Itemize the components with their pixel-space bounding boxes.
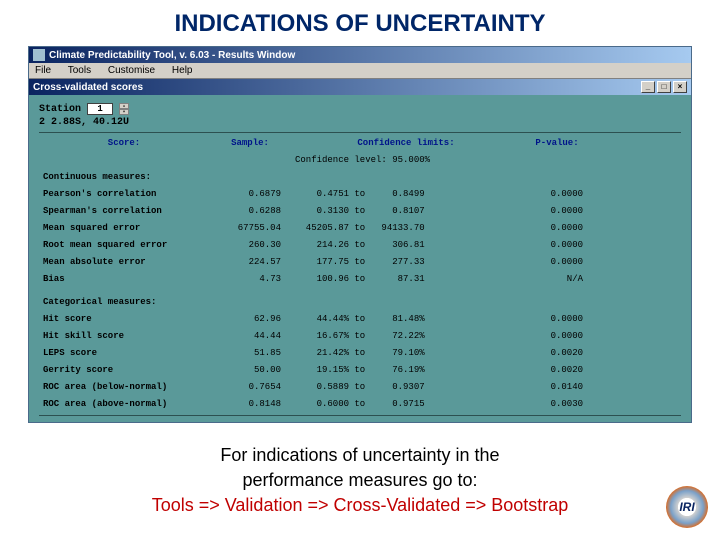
p-value: 0.0000 bbox=[527, 254, 587, 271]
iri-logo: IRI bbox=[666, 486, 708, 528]
sample-value: 51.85 bbox=[215, 345, 285, 362]
main-titlebar: Climate Predictability Tool, v. 6.03 - R… bbox=[29, 47, 691, 63]
minimize-button[interactable]: _ bbox=[641, 81, 655, 93]
header-pvalue: P-value: bbox=[527, 135, 587, 152]
confidence-interval: 19.15% to 76.19% bbox=[291, 362, 521, 379]
p-value: 0.0000 bbox=[527, 311, 587, 328]
station-label: Station bbox=[39, 104, 81, 115]
measure-label: Hit skill score bbox=[39, 328, 209, 345]
measure-label: Gerrity score bbox=[39, 362, 209, 379]
measure-label: Mean absolute error bbox=[39, 254, 209, 271]
station-input[interactable]: 1 bbox=[87, 103, 113, 115]
sample-value: 50.00 bbox=[215, 362, 285, 379]
menubar: File Tools Customise Help bbox=[29, 63, 691, 79]
confidence-interval: 177.75 to 277.33 bbox=[291, 254, 521, 271]
app-window: Climate Predictability Tool, v. 6.03 - R… bbox=[28, 46, 692, 423]
station-row: Station 1 ▴ ▾ bbox=[39, 101, 681, 117]
menu-help[interactable]: Help bbox=[172, 65, 193, 76]
measure-label: ROC area (below-normal) bbox=[39, 379, 209, 396]
sample-value: 67755.04 bbox=[215, 220, 285, 237]
sub-title-text: Cross-validated scores bbox=[33, 82, 143, 93]
measure-label: Mean squared error bbox=[39, 220, 209, 237]
confidence-level: Confidence level: 95.000% bbox=[291, 152, 521, 169]
footer-nav-path: Tools => Validation => Cross-Validated =… bbox=[60, 493, 660, 518]
confidence-interval: 44.44% to 81.48% bbox=[291, 311, 521, 328]
spacer bbox=[527, 152, 587, 169]
footer-line1: For indications of uncertainty in the bbox=[60, 443, 660, 468]
p-value: 0.0000 bbox=[527, 220, 587, 237]
sub-titlebar: Cross-validated scores _ □ × bbox=[29, 79, 691, 95]
station-spinner[interactable]: ▴ ▾ bbox=[119, 103, 129, 115]
confidence-interval: 0.4751 to 0.8499 bbox=[291, 186, 521, 203]
confidence-interval: 45205.87 to 94133.70 bbox=[291, 220, 521, 237]
sample-value: 224.57 bbox=[215, 254, 285, 271]
confidence-interval: 214.26 to 306.81 bbox=[291, 237, 521, 254]
footer-text: For indications of uncertainty in the pe… bbox=[0, 423, 720, 519]
p-value: N/A bbox=[527, 271, 587, 288]
divider-bottom bbox=[39, 415, 681, 416]
slide-title: INDICATIONS OF UNCERTAINTY bbox=[0, 0, 720, 46]
group-title: Categorical measures: bbox=[39, 294, 587, 311]
measure-label: Hit score bbox=[39, 311, 209, 328]
main-title-text: Climate Predictability Tool, v. 6.03 - R… bbox=[49, 50, 295, 61]
confidence-level-label: Confidence level: bbox=[295, 155, 387, 165]
maximize-button[interactable]: □ bbox=[657, 81, 671, 93]
confidence-interval: 0.6000 to 0.9715 bbox=[291, 396, 521, 413]
confidence-interval: 0.3130 to 0.8107 bbox=[291, 203, 521, 220]
p-value: 0.0000 bbox=[527, 328, 587, 345]
p-value: 0.0000 bbox=[527, 237, 587, 254]
sample-value: 62.96 bbox=[215, 311, 285, 328]
p-value: 0.0140 bbox=[527, 379, 587, 396]
confidence-interval: 100.96 to 87.31 bbox=[291, 271, 521, 288]
p-value: 0.0020 bbox=[527, 345, 587, 362]
measure-label: Root mean squared error bbox=[39, 237, 209, 254]
measure-label: Spearman's correlation bbox=[39, 203, 209, 220]
measure-label: LEPS score bbox=[39, 345, 209, 362]
spacer bbox=[39, 152, 285, 169]
p-value: 0.0020 bbox=[527, 362, 587, 379]
header-score: Score: bbox=[39, 135, 209, 152]
window-controls: _ □ × bbox=[641, 81, 687, 93]
content-area: Station 1 ▴ ▾ 2 2.88S, 40.12U Score: Sam… bbox=[29, 95, 691, 422]
p-value: 0.0000 bbox=[527, 186, 587, 203]
close-button[interactable]: × bbox=[673, 81, 687, 93]
menu-file[interactable]: File bbox=[35, 65, 51, 76]
header-sample: Sample: bbox=[215, 135, 285, 152]
sample-value: 0.7654 bbox=[215, 379, 285, 396]
menu-customise[interactable]: Customise bbox=[108, 65, 155, 76]
p-value: 0.0030 bbox=[527, 396, 587, 413]
confidence-interval: 16.67% to 72.22% bbox=[291, 328, 521, 345]
divider bbox=[39, 132, 681, 133]
measure-label: Bias bbox=[39, 271, 209, 288]
data-grid: Score: Sample: Confidence limits: P-valu… bbox=[39, 135, 681, 413]
footer-line2: performance measures go to: bbox=[60, 468, 660, 493]
group-title: Continuous measures: bbox=[39, 169, 587, 186]
sample-value: 0.6288 bbox=[215, 203, 285, 220]
spinner-down-icon[interactable]: ▾ bbox=[119, 109, 129, 115]
header-confidence: Confidence limits: bbox=[291, 135, 521, 152]
confidence-interval: 0.5889 to 0.9307 bbox=[291, 379, 521, 396]
sample-value: 260.30 bbox=[215, 237, 285, 254]
measure-label: Pearson's correlation bbox=[39, 186, 209, 203]
sample-value: 44.44 bbox=[215, 328, 285, 345]
station-coords: 2 2.88S, 40.12U bbox=[39, 117, 681, 130]
measure-label: ROC area (above-normal) bbox=[39, 396, 209, 413]
confidence-interval: 21.42% to 79.10% bbox=[291, 345, 521, 362]
sample-value: 0.8148 bbox=[215, 396, 285, 413]
p-value: 0.0000 bbox=[527, 203, 587, 220]
menu-tools[interactable]: Tools bbox=[68, 65, 91, 76]
app-icon bbox=[33, 49, 45, 61]
sample-value: 0.6879 bbox=[215, 186, 285, 203]
confidence-level-value: 95.000% bbox=[392, 155, 430, 165]
sample-value: 4.73 bbox=[215, 271, 285, 288]
